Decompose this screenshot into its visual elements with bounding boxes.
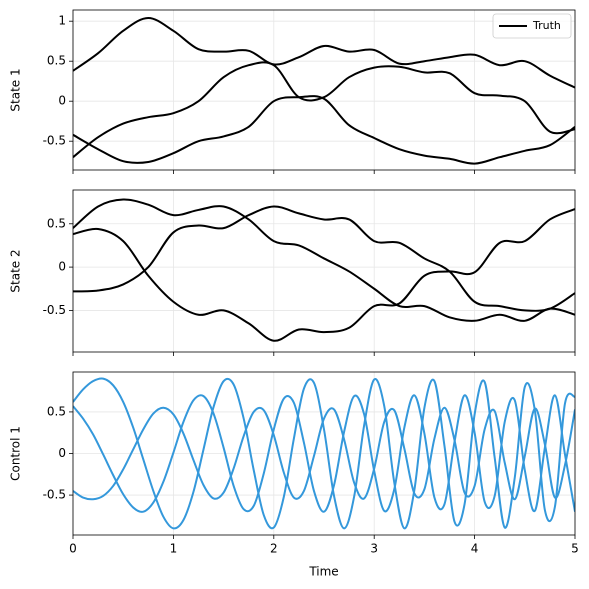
- legend-box: [492, 13, 572, 39]
- axes-frame: [72, 371, 576, 536]
- series-line: [73, 198, 575, 322]
- x-tick-label: 4: [471, 542, 479, 556]
- axes-frame: [72, 189, 576, 353]
- x-tick-label: 5: [571, 542, 579, 556]
- y-axis-label: Control 1: [9, 426, 23, 481]
- y-tick-label: -0.5: [43, 488, 66, 502]
- axes-frame: [72, 9, 576, 171]
- y-tick-label: 0.5: [47, 54, 66, 68]
- y-axis-label: State 1: [9, 68, 23, 111]
- x-tick-label: 3: [370, 542, 378, 556]
- x-axis-label: Time: [308, 565, 338, 579]
- x-tick-label: 2: [270, 542, 278, 556]
- y-tick-label: 0: [58, 446, 66, 460]
- series-line: [73, 208, 575, 342]
- y-tick-label: -0.5: [43, 134, 66, 148]
- y-tick-label: 0.5: [47, 216, 66, 230]
- y-tick-label: 0.5: [47, 404, 66, 418]
- y-tick-label: 0: [58, 260, 66, 274]
- series-line: [73, 95, 575, 165]
- x-tick-label: 0: [69, 542, 77, 556]
- legend-label: Truth: [532, 19, 561, 32]
- x-tick-label: 1: [170, 542, 178, 556]
- series-line: [73, 205, 575, 312]
- series-line: [73, 377, 575, 530]
- series-line: [73, 406, 575, 501]
- y-tick-label: -0.5: [43, 303, 66, 317]
- series-line: [73, 61, 575, 158]
- y-tick-label: 1: [58, 14, 66, 28]
- y-tick-label: 0: [58, 94, 66, 108]
- series-line: [73, 394, 575, 513]
- series-line: [73, 16, 575, 89]
- y-axis-label: State 2: [9, 249, 23, 292]
